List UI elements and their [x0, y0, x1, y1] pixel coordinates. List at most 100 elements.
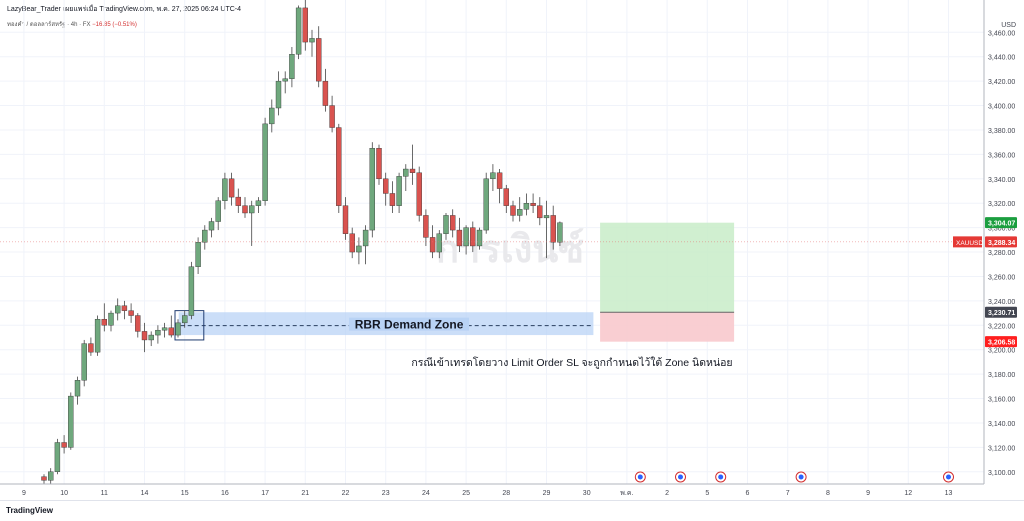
x-tick-label: 23	[382, 490, 390, 497]
candle-body	[208, 221, 215, 231]
candle-body	[275, 80, 282, 109]
candle-body	[215, 200, 221, 222]
candle-body	[101, 318, 108, 326]
x-tick-label: 25	[462, 490, 470, 497]
candle-body	[496, 172, 503, 189]
y-tick-label: 3,440.00	[988, 55, 1015, 62]
x-tick-label: 10	[60, 490, 68, 497]
zones: RBR Demand Zone	[174, 222, 735, 342]
candle-body	[342, 205, 349, 234]
price-chart[interactable]: การเงินซ์ RBR Demand Zone กรณีเข้าเทรดโด…	[0, 0, 1024, 500]
candle-body	[550, 215, 556, 243]
price-label: 3,230.71	[988, 310, 1015, 317]
candle-body	[316, 38, 322, 82]
candle-body	[114, 305, 121, 314]
profit-area	[600, 222, 735, 313]
y-tick-label: 3,420.00	[988, 79, 1015, 86]
candle-body	[248, 205, 255, 214]
candle-body	[383, 178, 389, 194]
candle-body	[269, 107, 275, 125]
candle-body	[121, 305, 128, 311]
y-tick-label: 3,140.00	[988, 421, 1015, 428]
candle-body	[530, 203, 536, 206]
tradingview-logo: TradingView	[6, 506, 53, 515]
price-label: 3,304.07	[988, 221, 1015, 228]
candle-body	[409, 168, 416, 173]
candle-body	[517, 209, 523, 216]
candle-body	[369, 148, 375, 231]
footer: TradingView	[0, 500, 1024, 521]
x-tick-label: 13	[945, 490, 953, 497]
candle-body	[503, 188, 509, 206]
y-tick-label: 3,380.00	[988, 128, 1015, 135]
candle-body	[175, 322, 181, 336]
y-tick-label: 3,200.00	[988, 348, 1015, 355]
symbol-line: ทองคำ / ดอลลาร์สหรัฐ · 4h · FX −16.85 (−…	[7, 19, 137, 29]
x-tick-label: 15	[181, 490, 189, 497]
y-tick-label: 3,220.00	[988, 323, 1015, 330]
event-marker-dot	[678, 474, 683, 480]
x-tick-label: 8	[826, 490, 830, 497]
candle-body	[302, 7, 308, 43]
candle-body	[349, 233, 355, 253]
candle-body	[181, 315, 188, 324]
candle-body	[443, 215, 449, 234]
y-tick-label: 3,320.00	[988, 201, 1015, 208]
zone-label: RBR Demand Zone	[355, 318, 464, 332]
x-tick-label: 14	[141, 490, 149, 497]
grid: การเงินซ์	[0, 0, 984, 484]
event-marker-dot	[637, 474, 643, 480]
candle-body	[543, 215, 550, 219]
candle-body	[262, 123, 268, 201]
x-tick-label: 12	[904, 490, 912, 497]
y-tick-label: 3,180.00	[988, 372, 1015, 379]
x-tick-label: 17	[261, 490, 269, 497]
candle-body	[148, 334, 154, 341]
candle-body	[389, 193, 396, 206]
candle-body	[54, 442, 61, 472]
candle-body	[322, 80, 329, 106]
candle-body	[490, 172, 496, 180]
x-tick-label: 28	[502, 490, 510, 497]
x-tick-label: 22	[342, 490, 350, 497]
price-label-bg	[985, 236, 1017, 248]
symbol-badge-label: XAUUSD	[956, 240, 983, 247]
candle-body	[537, 205, 543, 219]
candle-body	[195, 242, 201, 267]
candle-body	[94, 318, 101, 353]
candle-body	[128, 310, 134, 316]
x-tick-label: 5	[705, 490, 709, 497]
candle-body	[295, 7, 302, 55]
symbol-info: ทองคำ / ดอลลาร์สหรัฐ · 4h · FX	[7, 22, 91, 28]
candle-body	[450, 215, 456, 231]
candle-body	[396, 176, 402, 206]
symbol-badge	[953, 236, 982, 248]
y-tick-label: 3,300.00	[988, 226, 1015, 233]
candle-body	[289, 54, 295, 79]
author-line: LazyBear_Trader เผยแพร่เมื่อ TradingView…	[7, 6, 241, 13]
candle-body	[222, 178, 228, 201]
candle-body	[188, 266, 195, 316]
candle-body	[523, 203, 530, 210]
price-label: 3,288.34	[988, 240, 1015, 247]
time-axis: 9 10 11 14 15 16 17 21 22 23 24 25 28 29 30 พ.ค. 2 5 6 7 8 9 1…	[0, 483, 984, 497]
candle-body	[68, 395, 74, 448]
y-tick-label: 3,360.00	[988, 152, 1015, 159]
x-tick-label: 29	[543, 490, 551, 497]
y-tick-label: 3,160.00	[988, 397, 1015, 404]
candle-body	[463, 227, 469, 247]
x-tick-label: พ.ค.	[620, 490, 633, 497]
price-label-bg	[985, 336, 1017, 348]
candle-body	[155, 329, 161, 336]
candle-body	[48, 471, 54, 481]
price-label-bg	[985, 217, 1017, 229]
candle-body	[228, 178, 235, 198]
x-tick-label: 30	[583, 490, 591, 497]
candle-body	[336, 127, 342, 206]
candle-body	[403, 168, 409, 177]
y-tick-label: 3,120.00	[988, 445, 1015, 452]
y-tick-label: 3,340.00	[988, 177, 1015, 184]
candle-body	[235, 196, 242, 206]
x-tick-label: 16	[221, 490, 229, 497]
price-change: −16.85 (−0.51%)	[92, 22, 137, 28]
